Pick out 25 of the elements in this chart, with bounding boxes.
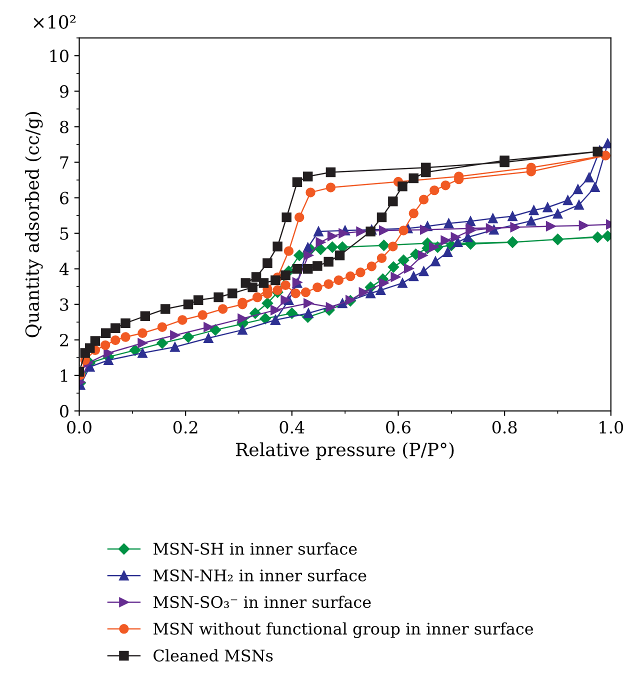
- x-tick-label: 0.2: [173, 420, 198, 434]
- x-tick-label: 0.0: [67, 420, 92, 434]
- legend-label: MSN-SH in inner surface: [153, 542, 357, 555]
- y-tick-label: 8: [60, 120, 68, 134]
- legend-label: MSN-SO₃⁻ in inner surface: [153, 596, 371, 608]
- y-tick-label: 7: [60, 156, 68, 169]
- y-tick-label: 3: [60, 298, 68, 311]
- x-tick-label: 0.6: [386, 420, 410, 434]
- legend-label: MSN without functional group in inner surface: [153, 622, 534, 638]
- x-tick-label: 1.0: [600, 420, 624, 434]
- x-axis-title: Relative pressure (P/P°): [236, 442, 454, 460]
- legend-label: Cleaned MSNs: [154, 649, 273, 662]
- y-tick-label: 10: [50, 50, 68, 62]
- x-tick-label: 0.4: [280, 420, 304, 434]
- y-tick-label: 2: [60, 334, 68, 346]
- y-tick-label: 6: [60, 192, 68, 204]
- legend-label: MSN-NH₂ in inner surface: [153, 569, 366, 582]
- y-tick-label: 0: [60, 404, 68, 418]
- x-tick-label: 0.8: [492, 420, 517, 434]
- y-tick-label: 4: [59, 262, 69, 276]
- y-tick-label: 5: [60, 227, 68, 240]
- y-tick-label: 9: [60, 85, 68, 98]
- y-axis-title: Quantity adsorbed (cc/g): [25, 112, 43, 338]
- y-tick-label: 1: [60, 369, 68, 382]
- text: ×10²: [34, 15, 76, 29]
